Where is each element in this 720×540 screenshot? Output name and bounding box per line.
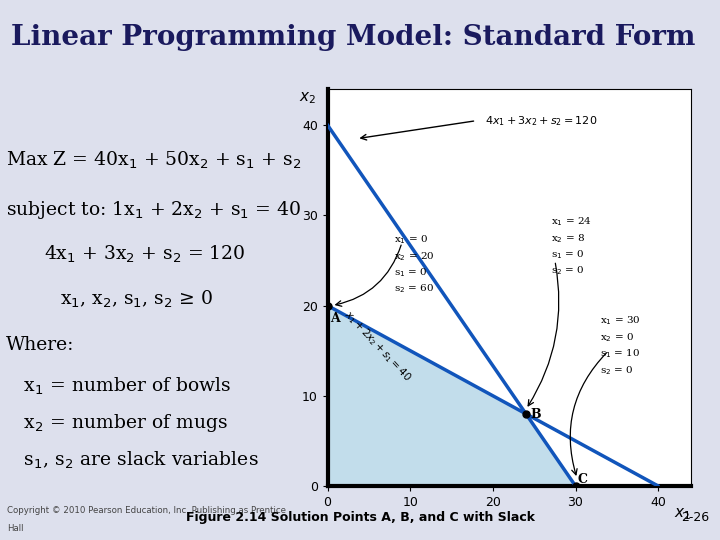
Text: x$_2$ = number of mugs: x$_2$ = number of mugs [6,412,228,434]
Text: C: C [578,473,588,487]
Polygon shape [328,306,575,486]
Text: $x_2$: $x_2$ [299,90,316,106]
Text: x$_1$ = 30
x$_2$ = 0
s$_1$ = 10
s$_2$ = 0: x$_1$ = 30 x$_2$ = 0 s$_1$ = 10 s$_2$ = … [600,315,641,376]
Text: Hall: Hall [7,524,24,533]
Text: 4x$_1$ + 3x$_2$ + s$_2$ = 120: 4x$_1$ + 3x$_2$ + s$_2$ = 120 [45,244,246,265]
Text: $x_1 + 2x_2 + s_1 = 40$: $x_1 + 2x_2 + s_1 = 40$ [341,308,413,384]
Text: s$_1$, s$_2$ are slack variables: s$_1$, s$_2$ are slack variables [6,449,259,470]
Text: $4x_1 + 3x_2 + s_2 = 120$: $4x_1 + 3x_2 + s_2 = 120$ [485,114,597,127]
Text: x$_1$ = number of bowls: x$_1$ = number of bowls [6,375,232,397]
Text: Figure 2.14 Solution Points A, B, and C with Slack: Figure 2.14 Solution Points A, B, and C … [186,510,534,524]
Text: Copyright © 2010 Pearson Education, Inc. Publishing as Prentice: Copyright © 2010 Pearson Education, Inc.… [7,505,287,515]
Text: Linear Programming Model: Standard Form: Linear Programming Model: Standard Form [11,24,696,51]
Text: 2-26: 2-26 [681,510,709,524]
Text: x$_1$ = 24
x$_2$ = 8
s$_1$ = 0
s$_2$ = 0: x$_1$ = 24 x$_2$ = 8 s$_1$ = 0 s$_2$ = 0 [551,215,592,278]
Text: A: A [330,312,340,325]
Text: $x_1$: $x_1$ [675,507,691,522]
Text: subject to: 1x$_1$ + 2x$_2$ + s$_1$ = 40: subject to: 1x$_1$ + 2x$_2$ + s$_1$ = 40 [6,199,302,220]
Text: Max Z = 40x$_1$ + 50x$_2$ + s$_1$ + s$_2$: Max Z = 40x$_1$ + 50x$_2$ + s$_1$ + s$_2… [6,150,302,171]
Text: x$_1$, x$_2$, s$_1$, s$_2$ ≥ 0: x$_1$, x$_2$, s$_1$, s$_2$ ≥ 0 [60,289,213,310]
Text: x$_1$ = 0
x$_2$ = 20
s$_1$ = 0
s$_2$ = 60: x$_1$ = 0 x$_2$ = 20 s$_1$ = 0 s$_2$ = 6… [394,233,434,295]
Text: B: B [530,408,541,421]
Text: Where:: Where: [6,336,75,354]
